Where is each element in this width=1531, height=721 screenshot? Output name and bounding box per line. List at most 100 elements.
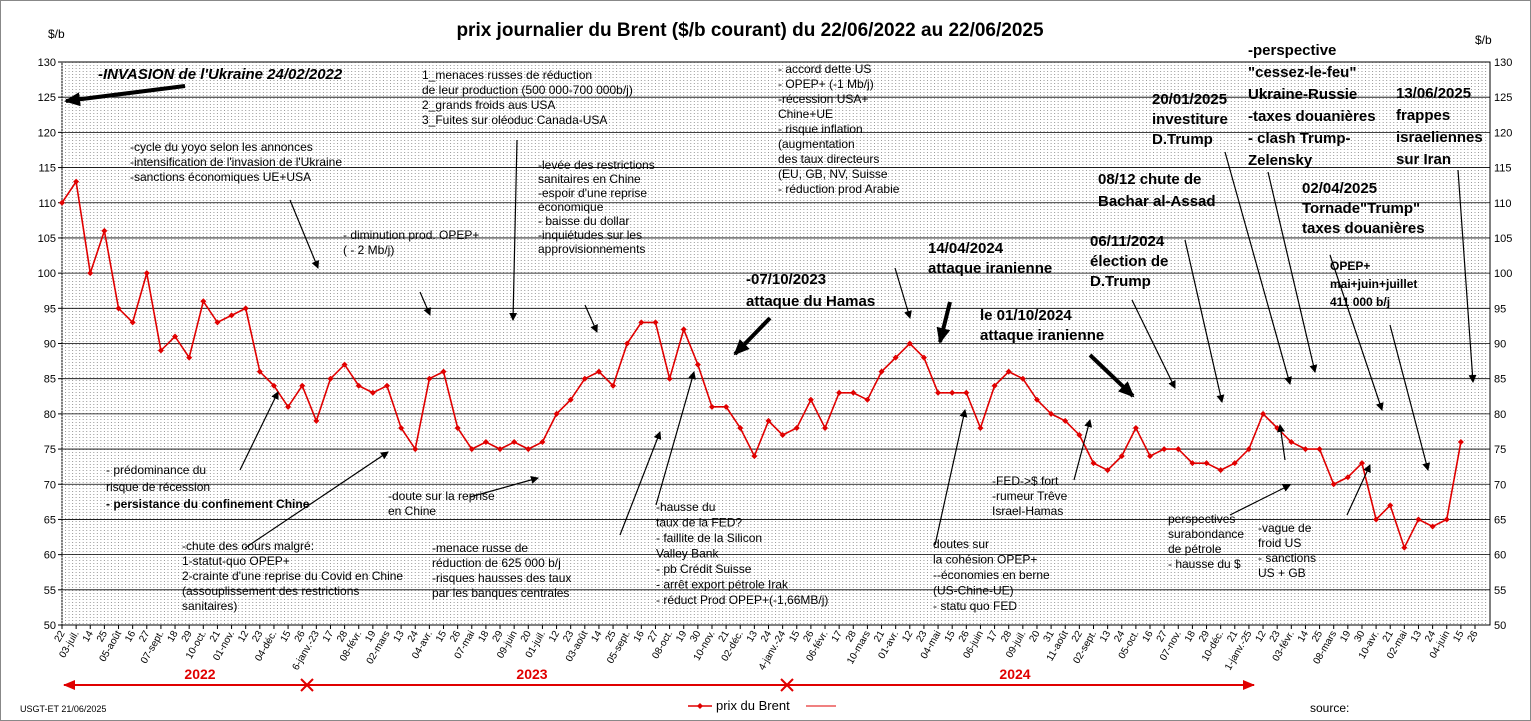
annotation: - faillite de la Silicon	[656, 531, 762, 545]
y2-tick-label: 70	[1494, 479, 1506, 491]
annotation: par les banques centrales	[432, 586, 569, 600]
x-tick-label: 15	[787, 629, 802, 645]
x-tick-label: 13	[1409, 629, 1424, 645]
price-point	[991, 382, 998, 389]
price-point	[977, 424, 984, 431]
x-tick-label: 30	[688, 629, 703, 645]
price-point	[299, 382, 306, 389]
annotation: doutes sur	[933, 537, 989, 551]
x-tick-label: 13	[1098, 629, 1113, 645]
x-tick-label: 16	[1141, 629, 1156, 645]
price-point	[172, 333, 179, 340]
x-tick-label: 27	[137, 629, 152, 645]
annotation: US + GB	[1258, 566, 1306, 580]
price-point	[1302, 446, 1309, 453]
price-point	[793, 424, 800, 431]
annotation: israeliennes	[1396, 129, 1483, 146]
price-point	[765, 417, 772, 424]
x-tick-label: 21	[872, 629, 887, 645]
legend-label: prix du Brent	[716, 698, 790, 713]
annotation-arrow	[619, 431, 662, 536]
x-tick-label: 26	[801, 629, 816, 645]
price-point	[1373, 516, 1380, 523]
annotation: - clash Trump-	[1248, 130, 1351, 147]
y2-tick-label: 115	[1494, 163, 1512, 175]
x-tick-label: 26	[293, 629, 308, 645]
y2-tick-label: 110	[1494, 198, 1512, 210]
annotation-arrow	[64, 84, 186, 107]
annotation: -sanctions économiques UE+USA	[130, 170, 311, 184]
y-tick-label: 130	[38, 57, 56, 69]
price-point	[454, 424, 461, 431]
y-tick-label: 95	[44, 303, 56, 315]
y2-tick-label: 90	[1494, 339, 1506, 351]
x-tick-label: 13	[392, 629, 407, 645]
price-point	[1175, 446, 1182, 453]
price-point	[836, 389, 843, 396]
annotation: froid US	[1258, 536, 1301, 550]
price-point	[1189, 460, 1196, 467]
annotation: -hausse du	[656, 500, 715, 514]
y-unit: $/b	[48, 27, 65, 41]
annotation: - accord dette US	[778, 62, 871, 76]
annotation: - pb Crédit Suisse	[656, 562, 752, 576]
annotation-arrow	[239, 391, 279, 471]
price-point	[1147, 453, 1154, 460]
price-point	[892, 354, 899, 361]
price-point	[553, 410, 560, 417]
x-tick-label: 21	[1381, 629, 1396, 645]
y2-tick-label: 65	[1494, 514, 1506, 526]
x-tick-label: 17	[830, 629, 845, 645]
y-tick-label: 80	[44, 409, 56, 421]
y2-tick-label: 125	[1494, 92, 1512, 104]
annotation: risque de récession	[106, 480, 210, 494]
price-point	[87, 270, 94, 277]
price-point	[468, 446, 475, 453]
x-tick-label: 24	[759, 629, 774, 645]
x-tick-label: 19	[674, 629, 689, 645]
price-point	[1415, 516, 1422, 523]
price-point	[129, 319, 136, 326]
x-tick-label: 17	[985, 629, 1000, 645]
y2-tick-label: 120	[1494, 127, 1512, 139]
price-point	[1048, 410, 1055, 417]
annotation: ( - 2 Mb/j)	[343, 243, 394, 257]
annotation-arrow	[894, 267, 912, 319]
x-tick-label: 31	[1042, 629, 1057, 645]
y-tick-label: 120	[38, 127, 56, 139]
price-point	[327, 375, 334, 382]
price-point	[1203, 460, 1210, 467]
y-tick-label: 85	[44, 374, 56, 386]
x-tick-label: 25	[604, 629, 619, 645]
price-point	[497, 446, 504, 453]
annotation-arrow	[419, 291, 431, 316]
price-point	[680, 326, 687, 333]
y2-tick-label: 60	[1494, 550, 1506, 562]
annotation: 08/12 chute de	[1098, 171, 1201, 188]
y2-tick-label: 50	[1494, 620, 1506, 632]
price-point	[1316, 446, 1323, 453]
x-tick-label: 12	[1254, 629, 1269, 645]
x-tick-label: 20	[519, 629, 534, 645]
y-tick-label: 65	[44, 514, 56, 526]
price-point	[850, 389, 857, 396]
annotation-arrow	[1073, 419, 1093, 481]
annotation: -espoir d'une reprise	[538, 186, 647, 200]
price-point	[270, 382, 277, 389]
annotation: -cycle du yoyo selon les annonces	[130, 140, 313, 154]
annotation-arrow	[1277, 424, 1286, 461]
annotation: Bachar al-Assad	[1098, 193, 1216, 210]
x-tick-label: 23	[914, 629, 929, 645]
x-tick-label: 18	[166, 629, 181, 645]
x-tick-label: 15	[1451, 629, 1466, 645]
annotation: 2_grands froids aus USA	[422, 98, 555, 112]
price-point	[1062, 417, 1069, 424]
y2-tick-label: 95	[1494, 303, 1506, 315]
y2-tick-label: 85	[1494, 374, 1506, 386]
annotation: des taux directeurs	[778, 152, 879, 166]
annotation-arrow	[1346, 464, 1371, 516]
annotation: 02/04/2025	[1302, 180, 1377, 197]
annotation-arrow	[584, 304, 598, 333]
price-point	[1005, 368, 1012, 375]
